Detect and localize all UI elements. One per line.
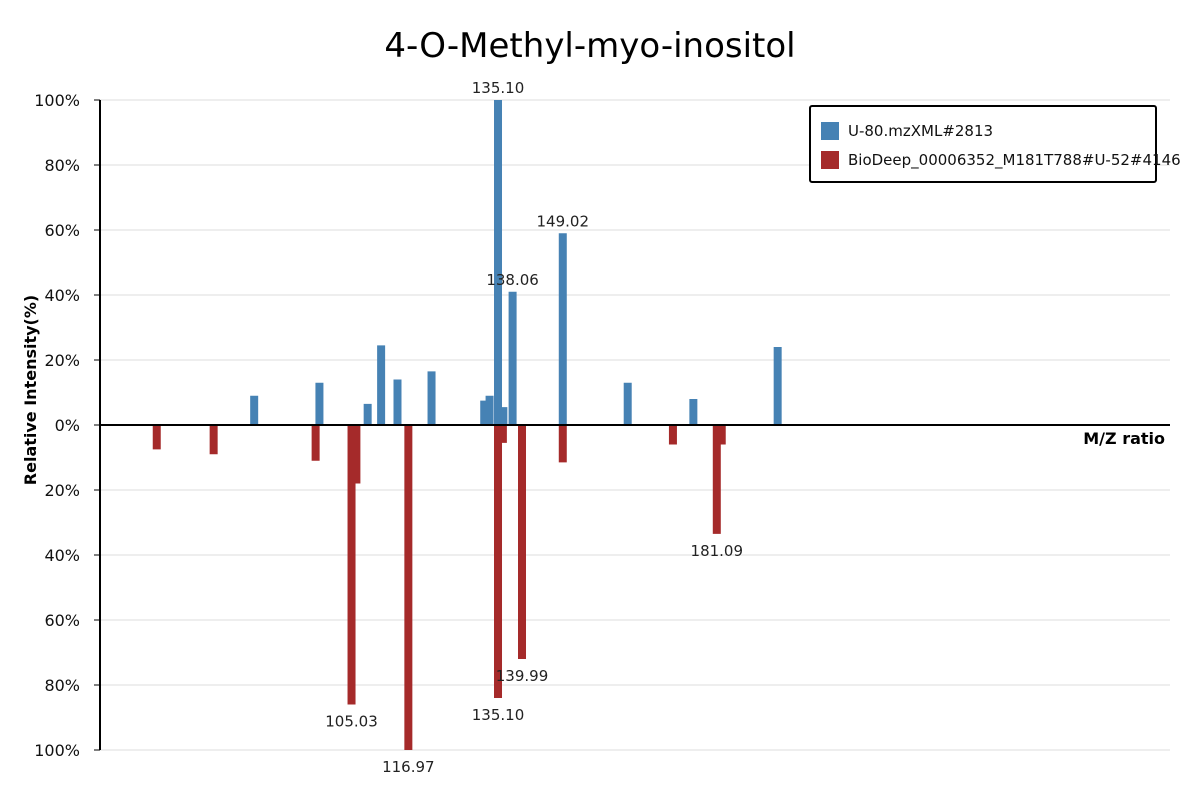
sample-peak-bar <box>773 347 782 425</box>
peak-label: 135.10 <box>472 79 525 97</box>
sample-peak-bar <box>377 345 386 425</box>
reference-peak-bar <box>311 425 320 461</box>
peak-label: 139.99 <box>496 667 549 685</box>
reference-peak-bar <box>668 425 677 445</box>
sample-peak-bar <box>623 382 632 425</box>
sample-peak-bar <box>315 382 324 425</box>
reference-peak-bar <box>152 425 161 450</box>
y-tick-label: 0% <box>55 416 80 435</box>
reference-peak-bar <box>518 425 527 659</box>
reference-peak-bar <box>498 425 507 443</box>
chart-title: 4-O-Methyl-myo-inositol <box>384 26 796 66</box>
legend-swatch-series-1 <box>821 122 839 140</box>
y-tick-label: 20% <box>44 481 80 500</box>
reference-peak-bar <box>209 425 218 455</box>
sample-peak-bar <box>494 100 503 425</box>
y-tick-label: 100% <box>34 91 80 110</box>
peak-label: 105.03 <box>325 713 378 731</box>
legend: U-80.mzXML#2813 BioDeep_00006352_M181T78… <box>809 105 1181 183</box>
sample-peak-bar <box>480 400 489 425</box>
sample-peak-bar <box>250 395 259 425</box>
bars <box>152 100 782 750</box>
y-tick-label: 60% <box>44 611 80 630</box>
sample-peak-bar <box>427 371 436 425</box>
legend-item-series-2: BioDeep_00006352_M181T788#U-52#4146 <box>821 149 1181 171</box>
sample-peak-bar <box>363 403 372 425</box>
sample-peak-bar <box>508 291 517 425</box>
peak-label: 138.06 <box>486 271 539 289</box>
reference-peak-bar <box>404 425 413 750</box>
legend-item-series-1: U-80.mzXML#2813 <box>821 120 993 142</box>
y-axis-label: Relative Intensity(%) <box>21 295 40 485</box>
y-tick-label: 60% <box>44 221 80 240</box>
reference-peak-bar <box>717 425 726 445</box>
y-tick-label: 40% <box>44 286 80 305</box>
sample-peak-bar <box>393 379 402 425</box>
reference-peak-bar <box>347 425 356 705</box>
legend-label-series-1: U-80.mzXML#2813 <box>848 122 994 140</box>
y-tick-label: 100% <box>34 741 80 760</box>
legend-swatch-series-2 <box>821 151 839 169</box>
sample-peak-bar <box>558 233 567 425</box>
legend-label-series-2: BioDeep_00006352_M181T788#U-52#4146 <box>848 151 1181 169</box>
peak-label: 135.10 <box>472 706 525 724</box>
reference-peak-bar <box>352 425 361 484</box>
sample-peak-bar <box>689 399 698 425</box>
peak-label: 181.09 <box>691 542 744 560</box>
peak-label: 149.02 <box>537 212 590 230</box>
peak-label: 116.97 <box>382 758 435 776</box>
y-tick-label: 40% <box>44 546 80 565</box>
x-axis-label: M/Z ratio <box>1083 429 1165 448</box>
reference-peak-bar <box>494 425 503 698</box>
reference-peak-bar <box>558 425 567 463</box>
sample-peak-bar <box>485 395 494 425</box>
y-tick-label: 80% <box>44 156 80 175</box>
reference-peak-bar <box>712 425 721 534</box>
y-tick-label: 20% <box>44 351 80 370</box>
y-tick-labels: 100% 80% 60% 40% 20% 0% 20% 40% 60% 80% 100% <box>34 91 100 760</box>
sample-peak-bar <box>499 407 508 425</box>
peak-labels: 135.10 138.06 149.02 105.03 116.97 135.10 139.… <box>325 79 743 776</box>
y-tick-label: 80% <box>44 676 80 695</box>
axes <box>99 100 1170 750</box>
